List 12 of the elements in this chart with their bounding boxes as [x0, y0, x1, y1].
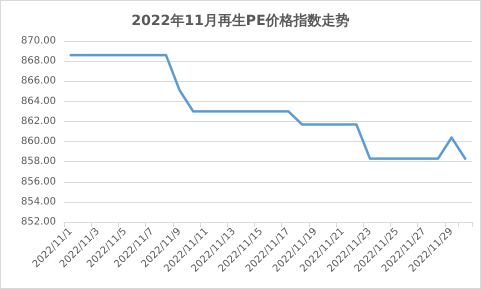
- y-tick-label: 858.00: [21, 156, 56, 168]
- y-tick-label: 864.00: [21, 96, 56, 107]
- y-tick-label: 870.00: [21, 36, 56, 46]
- y-tick-label: 862.00: [21, 116, 56, 127]
- y-tick-label: 868.00: [21, 56, 56, 67]
- y-tick-label: 860.00: [21, 136, 56, 148]
- y-tick-label: 866.00: [21, 76, 56, 87]
- line-series: [70, 54, 466, 160]
- y-tick-label: 854.00: [21, 196, 56, 208]
- chart-title: 2022年11月再生PE价格指数走势: [131, 13, 350, 29]
- y-tick-label: 856.00: [21, 176, 56, 188]
- y-tick-label: 852.00: [21, 216, 56, 228]
